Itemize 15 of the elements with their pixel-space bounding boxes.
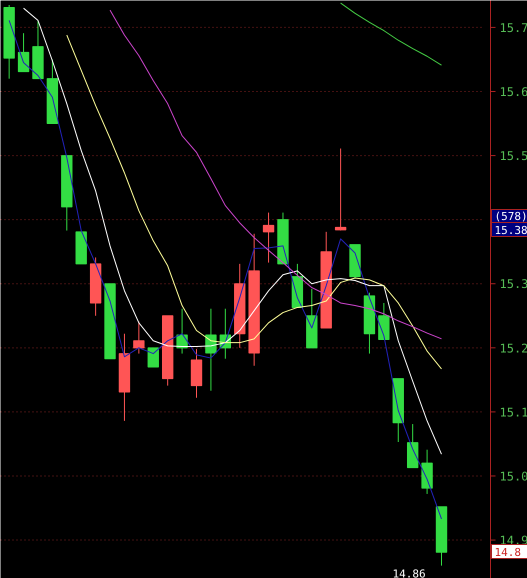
candlestick [334,148,346,232]
candlestick [148,347,159,368]
line-series [340,2,442,66]
y-tick-label: 15.2 [500,341,527,356]
candlestick [378,302,390,340]
text: 15.38 [494,224,527,237]
candlestick [262,212,274,264]
text: (578) [494,210,527,223]
line-series [23,8,442,455]
text: 14.8 [494,546,521,559]
annotation: 14.86 [392,568,426,578]
candlestick [133,321,145,354]
line-series [110,10,442,340]
line-series [8,20,442,520]
line-series [66,34,442,370]
